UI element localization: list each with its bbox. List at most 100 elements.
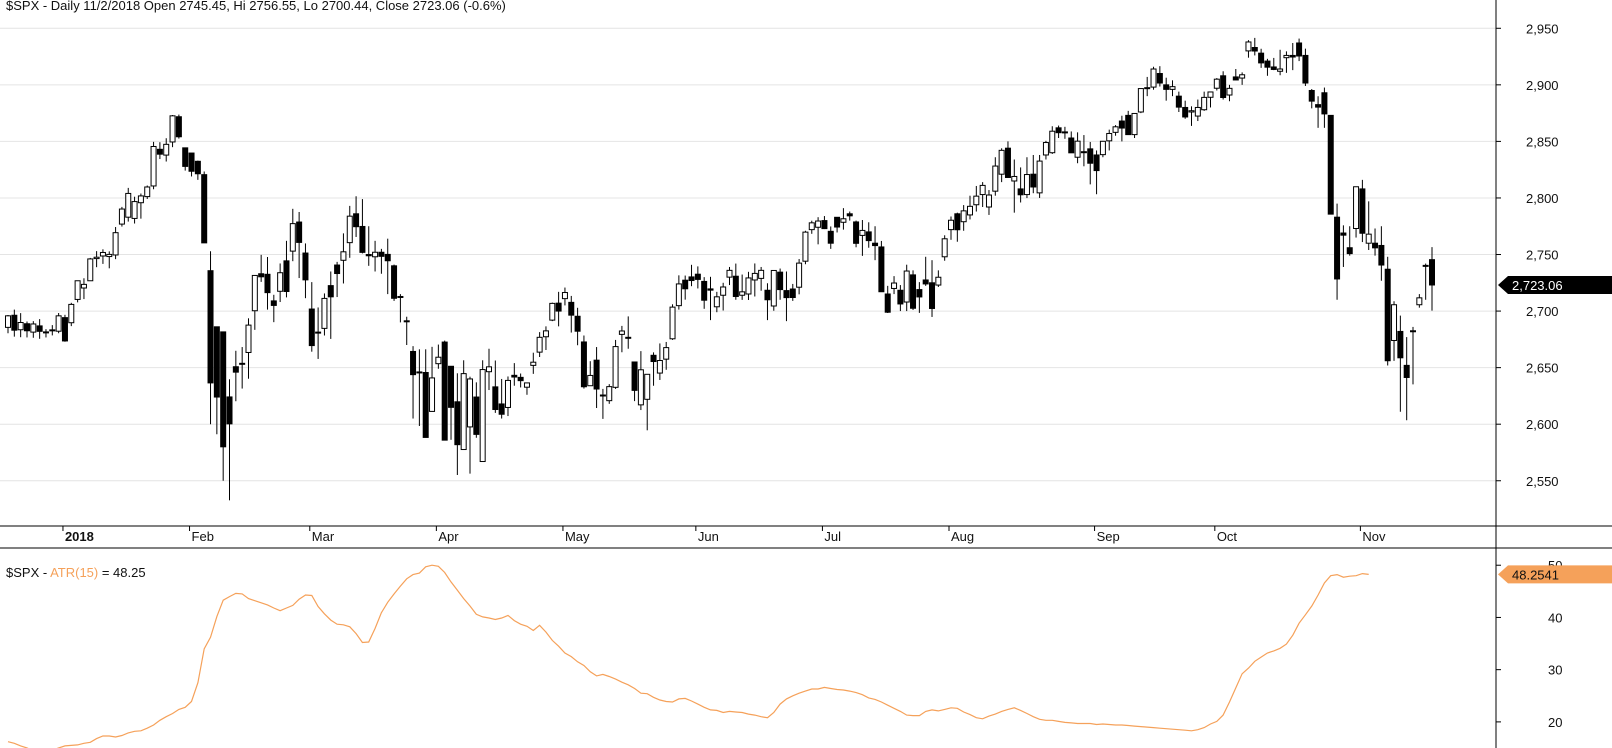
candle: [1112, 125, 1119, 136]
candle: [321, 293, 328, 336]
candle: [258, 254, 265, 282]
candle-body: [878, 246, 885, 293]
candle-body: [663, 347, 670, 360]
last-price-label: 2,723.06: [1512, 278, 1563, 293]
candle-body: [410, 350, 417, 376]
candle-body: [5, 315, 11, 328]
candle: [612, 339, 619, 389]
candle-body: [606, 386, 613, 402]
candle-body: [517, 376, 524, 382]
month-label: Mar: [312, 529, 335, 544]
price-tick-label: 2,950: [1526, 21, 1559, 36]
candle-body: [11, 314, 18, 331]
candle: [732, 263, 739, 300]
candle-body: [682, 279, 689, 290]
candle: [891, 276, 898, 295]
candle: [1391, 301, 1398, 361]
candle: [1321, 87, 1328, 128]
candle-body: [80, 283, 87, 289]
candle-body: [1093, 154, 1100, 172]
candle-body: [17, 322, 24, 331]
candle: [188, 152, 195, 177]
candle: [346, 205, 353, 258]
candle-body: [916, 289, 923, 298]
candle-body: [688, 276, 695, 282]
candle-body: [618, 330, 625, 335]
candle-body: [1112, 126, 1119, 133]
candle: [479, 360, 486, 463]
candle-body: [1321, 92, 1328, 115]
candle: [11, 309, 18, 337]
candle-body: [1416, 297, 1423, 306]
candle: [1315, 96, 1322, 128]
candle: [859, 220, 866, 256]
candle-body: [1125, 114, 1132, 136]
candle-body: [834, 216, 841, 228]
candle-body: [504, 379, 511, 408]
candle: [498, 378, 505, 419]
candle: [492, 360, 499, 413]
candle-body: [1061, 131, 1068, 134]
candle-body: [498, 403, 505, 415]
price-tick-label: 2,900: [1526, 78, 1559, 93]
candle-body: [1004, 147, 1011, 178]
candle: [903, 264, 910, 312]
candle-body: [891, 282, 898, 289]
atr-tick-label: 30: [1548, 663, 1562, 678]
candle: [625, 316, 632, 349]
candle-body: [1188, 110, 1195, 113]
atr-last-value-box: [1498, 565, 1612, 584]
month-label: Jul: [824, 529, 841, 544]
candle: [1283, 51, 1290, 73]
candle-body: [713, 296, 720, 308]
candle: [327, 271, 334, 339]
candle-body: [30, 323, 37, 333]
candle-body: [777, 271, 784, 291]
candle: [751, 263, 758, 297]
candle-body: [49, 329, 56, 332]
candle: [308, 282, 315, 352]
candle: [1030, 154, 1037, 194]
candle: [353, 196, 360, 237]
candle-body: [435, 356, 442, 365]
candle-body: [1023, 174, 1030, 196]
candle: [815, 217, 822, 245]
month-label: Apr: [438, 529, 459, 544]
candle: [504, 376, 511, 417]
candle-body: [985, 194, 992, 208]
candle: [264, 257, 271, 310]
candle: [1340, 225, 1347, 267]
price-tick-label: 2,850: [1526, 134, 1559, 149]
candle: [631, 361, 638, 402]
candle: [169, 115, 176, 148]
candle: [99, 249, 106, 264]
candle-body: [1422, 264, 1429, 267]
candle: [960, 205, 967, 231]
candle-body: [1315, 104, 1322, 108]
candle: [239, 347, 246, 389]
candle: [1042, 140, 1049, 160]
candle: [1327, 114, 1334, 215]
candle: [606, 384, 613, 404]
candle-body: [650, 354, 657, 363]
candle-body: [182, 147, 189, 167]
candle: [175, 114, 182, 139]
candle-body: [194, 160, 201, 175]
candle: [802, 230, 809, 265]
candle-body: [669, 306, 676, 340]
candle-body: [416, 371, 423, 374]
candle-body: [897, 289, 904, 305]
atr-chart: 2030405048.2541: [7, 560, 1612, 748]
candle-body: [1036, 160, 1043, 194]
candle: [156, 142, 163, 160]
candle: [1410, 326, 1417, 385]
candle: [87, 257, 94, 282]
candle-body: [827, 230, 834, 244]
candle: [1049, 126, 1056, 154]
candle: [1182, 100, 1189, 119]
candle: [1346, 226, 1353, 256]
candle-body: [74, 280, 81, 300]
candle: [422, 349, 429, 438]
candle: [1403, 337, 1410, 421]
candle: [1270, 57, 1277, 71]
